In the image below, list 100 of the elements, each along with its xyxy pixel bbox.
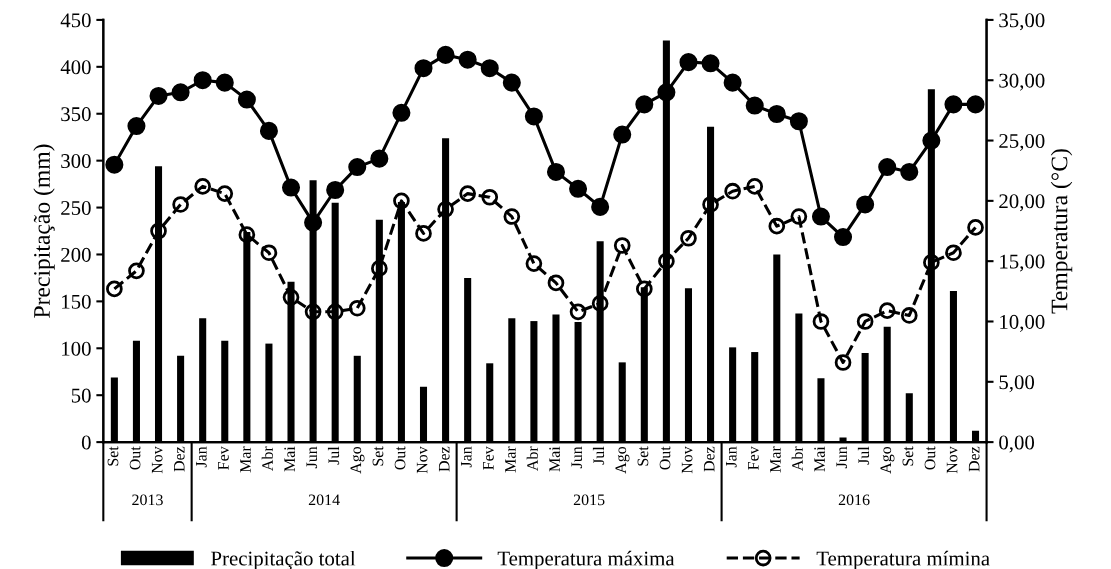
point [393,192,410,210]
text: 2013 [132,494,163,506]
x-tick-label: Out [129,446,141,470]
point [679,53,698,72]
x-tick-label: Mai [549,446,560,472]
point [193,71,212,90]
x-tick-label: Ago [880,446,895,474]
point [878,302,896,319]
text: 2016 [838,494,870,506]
x-tick-label: Jun [836,446,848,469]
point [878,158,897,177]
point [569,179,588,198]
point [304,213,323,232]
x-tick-label: Dez [703,446,715,472]
x-tick-label: Dez [173,446,185,472]
point [569,303,587,321]
legend-label: Temperatura mímina [816,550,990,569]
point [106,280,123,298]
point [657,83,676,102]
legend-label: Temperatura máxima [497,550,675,569]
x-tick-label: Abr [791,446,803,471]
point [458,50,477,69]
point [392,103,411,122]
x-tick-label: Jun [571,446,583,469]
point [282,289,300,306]
point [701,54,720,73]
point [237,90,256,109]
x-tick-label: Jul [857,446,870,465]
point [900,162,919,181]
x-tick-label: Mai [814,446,825,472]
y-tick-label: 50 [71,388,91,403]
point [524,107,543,126]
point [856,195,875,214]
point [834,228,853,247]
point [767,104,786,124]
y2-tick-label: 30,00 [999,73,1045,91]
point [304,303,322,321]
point [546,162,566,181]
y2-tick-label: 25,00 [999,133,1045,151]
point [459,185,476,202]
y2-tick-label: 20,00 [999,194,1045,212]
point [900,307,918,324]
y-tick-label: 350 [61,107,91,122]
point [194,178,212,195]
y-tick-label: 0 [81,435,91,450]
point [834,354,852,371]
point [503,208,521,225]
point [326,180,345,200]
y-tick-label: 150 [62,294,91,309]
point [811,207,830,226]
point [128,262,145,280]
x-tick-label: Mar [240,446,251,473]
point [414,59,433,78]
x-tick-label: Mar [770,446,781,473]
y-tick-label: 400 [60,60,91,75]
x-tick-label: Dez [968,446,980,472]
point [768,217,786,235]
y2-axis-title: Temperatura (°C) [1050,149,1073,314]
point [281,178,301,197]
text: 2014 [308,494,340,506]
y-tick-label: 450 [60,13,91,28]
x-tick-label: Jun [306,446,318,469]
point [348,299,366,317]
y2-tick-label: 5,00 [999,375,1035,393]
x-tick-label: Jan [461,446,472,468]
point [966,95,985,114]
point [150,222,167,240]
point [613,125,632,144]
x-tick-label: Jul [592,446,605,465]
x-tick-label: Set [902,446,914,466]
x-tick-label: Mar [505,446,516,473]
y2-tick-label: 35,00 [999,13,1045,31]
x-tick-label: Set [107,446,119,466]
y-tick-label: 200 [61,247,91,262]
point [326,303,344,321]
point [436,45,455,64]
x-tick-label: Mai [284,446,296,472]
point [216,185,234,202]
x-tick-label: Nov [416,446,428,474]
point [923,254,940,271]
point [481,188,499,206]
x-tick-label: Nov [681,446,693,474]
point [922,131,941,150]
point [480,59,499,78]
x-tick-label: Jan [726,446,737,468]
point [260,244,278,262]
x-tick-label: Out [394,446,406,470]
point [370,149,389,168]
y2-tick-label: 0,00 [999,435,1035,453]
point [967,219,984,236]
x-tick-label: Nov [151,446,163,474]
y-tick-label: 300 [61,154,91,169]
point [944,95,963,114]
point [635,95,654,114]
x-tick-label: Ago [615,446,630,474]
point [591,295,609,312]
point [547,274,565,292]
point [745,96,764,115]
point [945,244,962,262]
x-tick-label: Nov [946,446,958,474]
